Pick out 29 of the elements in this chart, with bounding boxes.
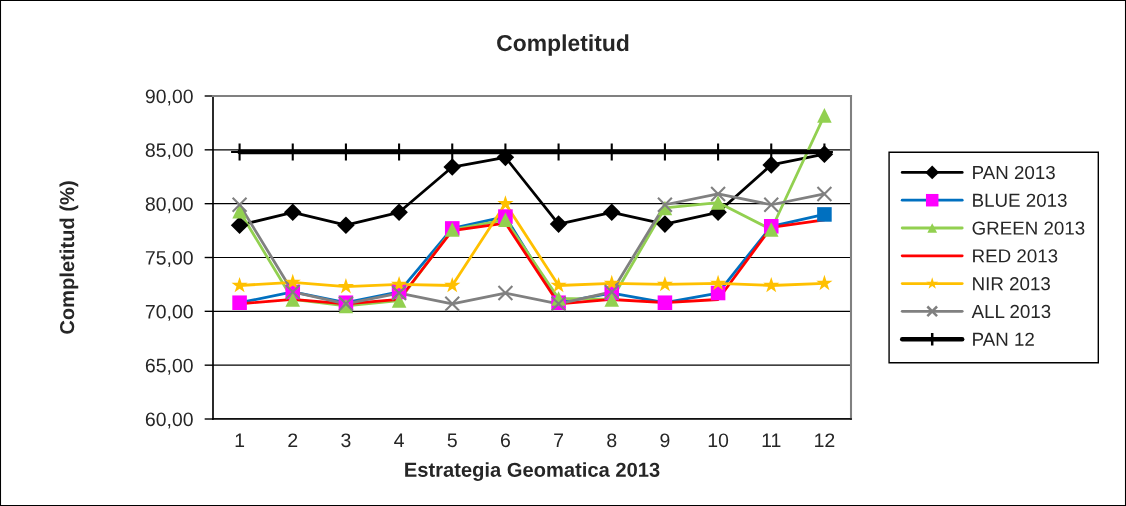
y-tick-label: 80,00 [145, 197, 193, 214]
y-tick-label: 75,00 [145, 250, 193, 268]
y-tick-label: 60,00 [145, 412, 193, 429]
x-tick-label: 12 [815, 433, 835, 447]
x-tick-label: 11 [762, 433, 781, 447]
legend-label: PAN 12 [973, 332, 1034, 346]
x-tick-label: 6 [501, 433, 510, 448]
x-tick-label: 9 [660, 433, 670, 448]
x-tick-label: 1 [235, 433, 245, 447]
x-tick-label: 7 [554, 433, 564, 447]
x-tick-label: 3 [341, 433, 351, 448]
y-tick-label: 65,00 [145, 358, 193, 375]
x-tick-label: 4 [394, 433, 404, 447]
legend-label: RED 2013 [973, 249, 1058, 263]
x-tick-label: 10 [708, 433, 729, 448]
x-tick-label: 5 [447, 433, 457, 448]
legend-label: PAN 2013 [973, 165, 1055, 180]
y-tick-label: 90,00 [145, 89, 193, 106]
chart-title: Completitud [497, 34, 629, 56]
legend-label: BLUE 2013 [973, 193, 1067, 207]
legend-label: ALL 2013 [971, 304, 1051, 319]
legend-label: NIR 2013 [973, 277, 1050, 291]
x-tick-label: 2 [288, 433, 298, 447]
x-tick-label: 8 [607, 433, 617, 448]
x-axis-title: Estrategia Geomatica 2013 [405, 462, 660, 481]
y-tick-label: 85,00 [145, 143, 193, 160]
y-tick-label: 70,00 [145, 304, 193, 321]
y-axis-title: Completitud (%) [59, 181, 79, 334]
legend-label: GREEN 2013 [972, 221, 1085, 235]
